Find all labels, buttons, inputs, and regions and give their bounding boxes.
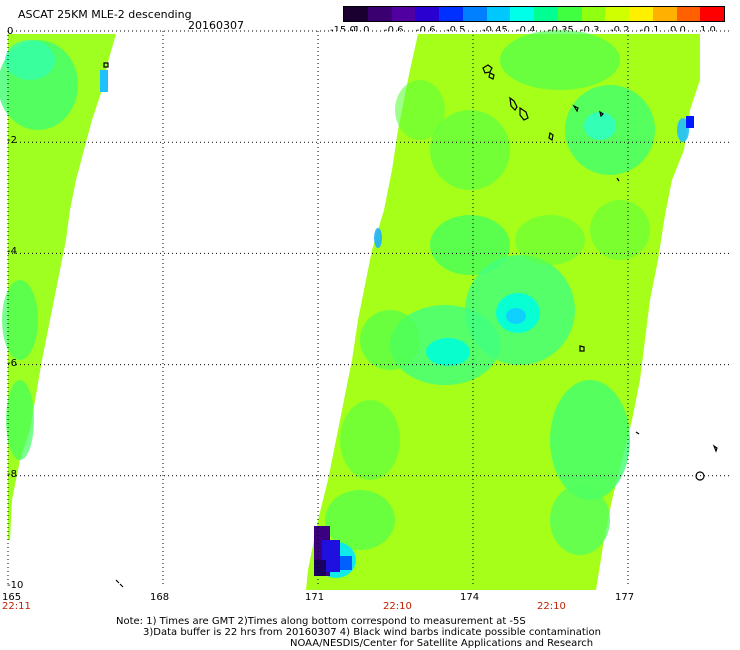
colorbar-swatch — [581, 7, 606, 21]
swath-left-patch — [6, 380, 34, 460]
swath-right-patch — [550, 485, 610, 555]
island-outline — [488, 72, 495, 80]
swath-right-cyan — [374, 228, 382, 248]
colorbar-swatch — [676, 7, 701, 21]
colorbar-swatch — [510, 7, 534, 21]
colorbar-swatch — [486, 7, 511, 21]
colorbar-swatch — [367, 7, 392, 21]
time-label: 22:11 — [2, 601, 31, 612]
island-outline — [635, 431, 640, 435]
x-axis-label: 174 — [460, 592, 480, 603]
swath-right-patch — [430, 110, 510, 190]
x-axis-label: 168 — [150, 592, 170, 603]
time-label: 22:10 — [537, 601, 566, 612]
island-outline — [548, 132, 554, 141]
y-axis-label: -6 — [7, 357, 17, 369]
swath-right-patch — [340, 400, 400, 480]
swath-right-patch — [515, 215, 585, 265]
y-axis-label: -2 — [7, 135, 17, 147]
y-axis-label: -4 — [7, 246, 17, 258]
swath-left-patch — [100, 70, 108, 92]
colorbar-swatch — [439, 7, 463, 21]
island-outline — [599, 110, 604, 118]
colorbar-swatch — [534, 7, 558, 21]
island-outline — [712, 444, 718, 453]
colorbar-label: -0.3 — [580, 25, 600, 36]
swath-right-patch — [500, 30, 620, 90]
island-outline — [482, 64, 493, 74]
island-outline — [519, 106, 529, 121]
swath-right-cyan — [584, 112, 616, 140]
swath-right-patch — [360, 310, 420, 370]
y-axis-label: 0 — [7, 26, 14, 37]
colorbar-label: -0.45 — [482, 25, 508, 36]
colorbar-label: -0.2 — [610, 25, 630, 36]
swath-right-patch — [550, 380, 630, 500]
colorbar-label: -0.4 — [516, 25, 536, 36]
colorbar-label: -0.5 — [446, 25, 466, 36]
note-line-1: Note: 1) Times are GMT 2)Times along bot… — [116, 616, 526, 627]
x-axis-label: 171 — [305, 592, 325, 603]
colorbar-swatch — [344, 7, 368, 21]
colorbar-swatch — [700, 7, 724, 21]
swath-right-blue — [340, 556, 352, 570]
colorbar-swatch — [415, 7, 439, 21]
product-date: 20160307 — [188, 19, 244, 32]
colorbar-swatch — [605, 7, 629, 21]
swath-right-patch — [590, 200, 650, 260]
colorbar-swatch — [557, 7, 582, 21]
x-axis-label: 177 — [615, 592, 635, 603]
swath-right-blue — [686, 116, 694, 128]
colorbar-swatch — [391, 7, 416, 21]
island-outline — [115, 579, 124, 588]
swath-right-purple — [314, 560, 326, 576]
island-outline — [579, 345, 585, 352]
colorbar-swatch — [462, 7, 487, 21]
colorbar-swatch — [652, 7, 677, 21]
colorbar-label: 0.0 — [670, 25, 686, 36]
swath-right-patch — [395, 80, 445, 140]
x-axis-label: 165 — [2, 592, 22, 603]
note-line-3: NOAA/NESDIS/Center for Satellite Applica… — [290, 638, 594, 649]
time-label: 22:10 — [383, 601, 412, 612]
swath-left — [8, 34, 116, 540]
colorbar-label: -15.0 — [330, 25, 356, 36]
colorbar-label: -1.0 — [350, 25, 370, 36]
product-title: ASCAT 25KM MLE-2 descending — [18, 8, 192, 21]
swath-right-patch — [430, 215, 510, 275]
island-outline — [695, 471, 705, 481]
colorbar-label: -0.6 — [384, 25, 404, 36]
colorbar-label: -0.6 — [416, 25, 436, 36]
note-line-2: 3)Data buffer is 22 hrs from 20160307 4)… — [143, 627, 601, 638]
swath-left-patch — [5, 40, 55, 80]
colorbar-label: 1.0 — [700, 25, 716, 36]
swath-right-cyan — [506, 308, 526, 324]
island-outline — [509, 96, 518, 111]
colorbar-label: -0.1 — [640, 25, 660, 36]
island-outline — [572, 104, 579, 113]
swath-right-patch — [325, 490, 395, 550]
y-axis-label: -8 — [7, 468, 17, 480]
swath-right-blue — [322, 540, 340, 572]
swath-left-patch — [2, 280, 38, 360]
island-outline — [103, 62, 109, 68]
island-outline — [616, 177, 620, 182]
colorbar — [343, 6, 725, 22]
y-axis-label: -10 — [7, 580, 24, 591]
swath-right-cyan — [426, 338, 470, 366]
colorbar-swatch — [629, 7, 653, 21]
